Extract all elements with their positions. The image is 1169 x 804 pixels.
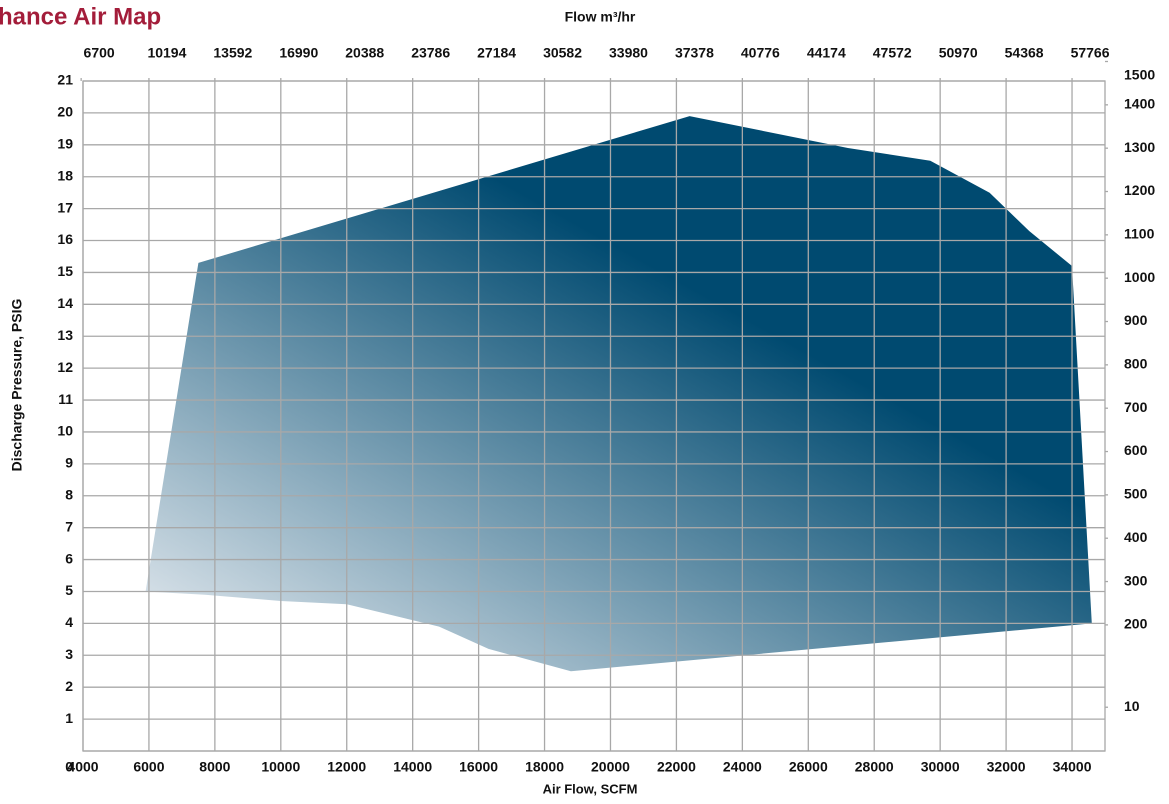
- x2-tick-label: 23786: [411, 45, 450, 61]
- y-tick-label: 11: [58, 391, 73, 407]
- y2-tick-label: 800: [1124, 356, 1148, 372]
- x-tick-label: 10000: [261, 759, 300, 775]
- y-tick-label: 19: [57, 136, 73, 152]
- x-tick-label: 4000: [67, 759, 98, 775]
- x2-tick-label: 10194: [147, 45, 186, 61]
- x2-tick-label: 37378: [675, 45, 714, 61]
- y-tick-label: 8: [65, 486, 73, 502]
- y-tick-label: 7: [65, 518, 73, 534]
- x2-tick-label: 20388: [345, 45, 384, 61]
- x-axis-title: Air Flow, SCFM: [543, 781, 638, 796]
- y-tick-label: 16: [57, 231, 73, 247]
- chart-title: hance Air Map: [0, 3, 161, 30]
- y2-tick-label: 900: [1124, 312, 1148, 328]
- x2-axis-title: Flow m³/hr: [565, 9, 636, 25]
- x-tick-label: 34000: [1053, 759, 1092, 775]
- y-tick-label: 18: [57, 167, 73, 183]
- x2-tick-label: 44174: [807, 45, 846, 61]
- y-tick-label: 1: [65, 710, 73, 726]
- x-tick-label: 16000: [459, 759, 498, 775]
- y2-tick-label: 1200: [1124, 182, 1155, 198]
- y2-tick-label: 200: [1124, 616, 1148, 632]
- y2-tick-label: 600: [1124, 442, 1148, 458]
- y-tick-label: 13: [57, 327, 73, 343]
- x2-tick-label: 47572: [873, 45, 912, 61]
- x2-tick-label: 57766: [1071, 45, 1110, 61]
- operating-area: [145, 116, 1092, 672]
- y-tick-label: 5: [65, 582, 73, 598]
- y-tick-label: 21: [57, 72, 73, 88]
- y2-tick-label: 1400: [1124, 96, 1155, 112]
- x-tick-label: 22000: [657, 759, 696, 775]
- x-tick-label: 8000: [199, 759, 230, 775]
- x2-tick-label: 6700: [84, 45, 115, 61]
- y-tick-label: 0: [65, 759, 73, 775]
- y-tick-label: 10: [57, 423, 73, 439]
- y-tick-label: 6: [65, 550, 73, 566]
- x-tick-label: 24000: [723, 759, 762, 775]
- x-tick-label: 18000: [525, 759, 564, 775]
- y2-tick-label: 500: [1124, 486, 1148, 502]
- y-tick-label: 4: [65, 614, 73, 630]
- y2-tick-label: 10: [1124, 698, 1140, 714]
- x2-tick-label: 27184: [477, 45, 516, 61]
- x-tick-label: 26000: [789, 759, 828, 775]
- x-tick-label: 14000: [393, 759, 432, 775]
- x2-tick-label: 33980: [609, 45, 648, 61]
- x2-tick-label: 40776: [741, 45, 780, 61]
- y2-tick-label: 1000: [1124, 269, 1155, 285]
- x-tick-label: 6000: [133, 759, 164, 775]
- x-tick-label: 28000: [855, 759, 894, 775]
- y-tick-label: 3: [65, 646, 73, 662]
- plot-frame: [82, 80, 1106, 752]
- y-tick-label: 12: [57, 359, 73, 375]
- y2-tick-label: 400: [1124, 529, 1148, 545]
- y-tick-label: 15: [57, 263, 73, 279]
- x-tick-label: 32000: [987, 759, 1026, 775]
- y-tick-label: 9: [65, 455, 73, 471]
- x2-tick-label: 30582: [543, 45, 582, 61]
- y2-tick-label: 1500: [1124, 67, 1155, 83]
- y-tick-label: 14: [57, 295, 73, 311]
- y-tick-label: 2: [65, 678, 73, 694]
- y-tick-label: 17: [57, 199, 73, 215]
- x-tick-label: 12000: [327, 759, 366, 775]
- x-tick-label: 20000: [591, 759, 630, 775]
- y2-tick-label: 700: [1124, 399, 1148, 415]
- y2-tick-label: 300: [1124, 572, 1148, 588]
- x2-tick-label: 13592: [213, 45, 252, 61]
- x2-tick-label: 54368: [1005, 45, 1044, 61]
- y2-tick-label: 1100: [1124, 226, 1155, 242]
- y-tick-label: 20: [57, 104, 73, 120]
- y2-tick-label: 1300: [1124, 139, 1155, 155]
- y-axis-title: Discharge Pressure, PSIG: [9, 299, 25, 472]
- x-tick-label: 30000: [921, 759, 960, 775]
- x2-tick-label: 50970: [939, 45, 978, 61]
- x2-tick-label: 16990: [279, 45, 318, 61]
